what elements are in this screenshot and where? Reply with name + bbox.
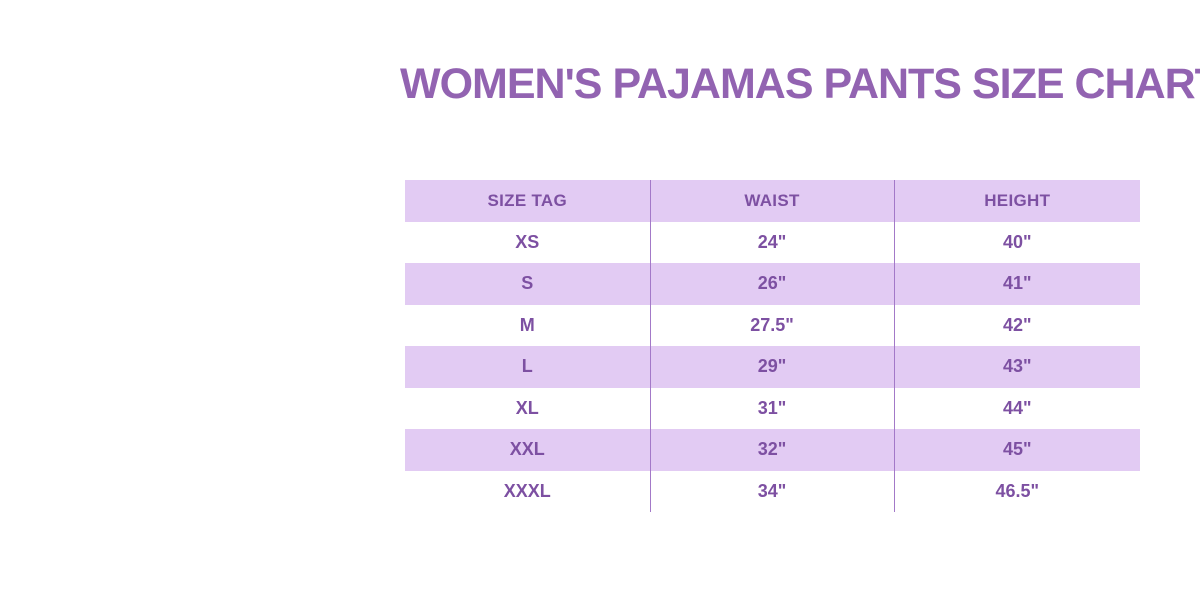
table-header-row: SIZE TAG WAIST HEIGHT xyxy=(405,180,1140,222)
size-tag-cell: XXXL xyxy=(503,480,551,501)
height-cell: 45" xyxy=(893,429,1140,471)
size-tag-cell: XL xyxy=(515,397,539,418)
table-row-xxl: XXL 32" 45" xyxy=(405,429,1140,471)
column-header-waist: WAIST xyxy=(649,180,894,222)
waist-cell: 34" xyxy=(649,470,894,512)
waist-cell: 24" xyxy=(649,221,894,263)
waist-cell: 32" xyxy=(649,429,894,471)
size-tag-cell: L xyxy=(521,356,533,377)
waist-cell: 27.5" xyxy=(649,304,894,346)
height-cell: 43" xyxy=(893,346,1140,388)
page-title: WOMEN'S PAJAMAS PANTS SIZE CHART xyxy=(400,60,1200,108)
table-row-xs: XS 24" 40" xyxy=(405,221,1140,263)
table-row-l: L 29" 43" xyxy=(405,346,1140,388)
size-tag-cell: M xyxy=(519,314,535,335)
column-header-size-tag: SIZE TAG xyxy=(487,190,568,210)
height-cell: 46.5" xyxy=(893,470,1140,512)
column-header-height: HEIGHT xyxy=(893,180,1140,222)
table-row-xl: XL 31" 44" xyxy=(405,387,1140,429)
table-row-s: S 26" 41" xyxy=(405,263,1140,305)
size-tag-cell: XS xyxy=(515,231,540,252)
height-cell: 44" xyxy=(893,387,1140,429)
size-tag-cell: S xyxy=(521,273,534,294)
waist-cell: 29" xyxy=(649,346,894,388)
waist-cell: 31" xyxy=(649,387,894,429)
size-chart-table: SIZE TAG WAIST HEIGHT XS 24" 40" S 26" 4… xyxy=(405,180,1140,512)
waist-cell: 26" xyxy=(649,263,894,305)
table-row-m: M 27.5" 42" xyxy=(405,304,1140,346)
height-cell: 42" xyxy=(893,304,1140,346)
table-row-xxxl: XXXL 34" 46.5" xyxy=(405,470,1140,512)
height-cell: 40" xyxy=(893,221,1140,263)
height-cell: 41" xyxy=(893,263,1140,305)
size-tag-cell: XXL xyxy=(509,439,545,460)
